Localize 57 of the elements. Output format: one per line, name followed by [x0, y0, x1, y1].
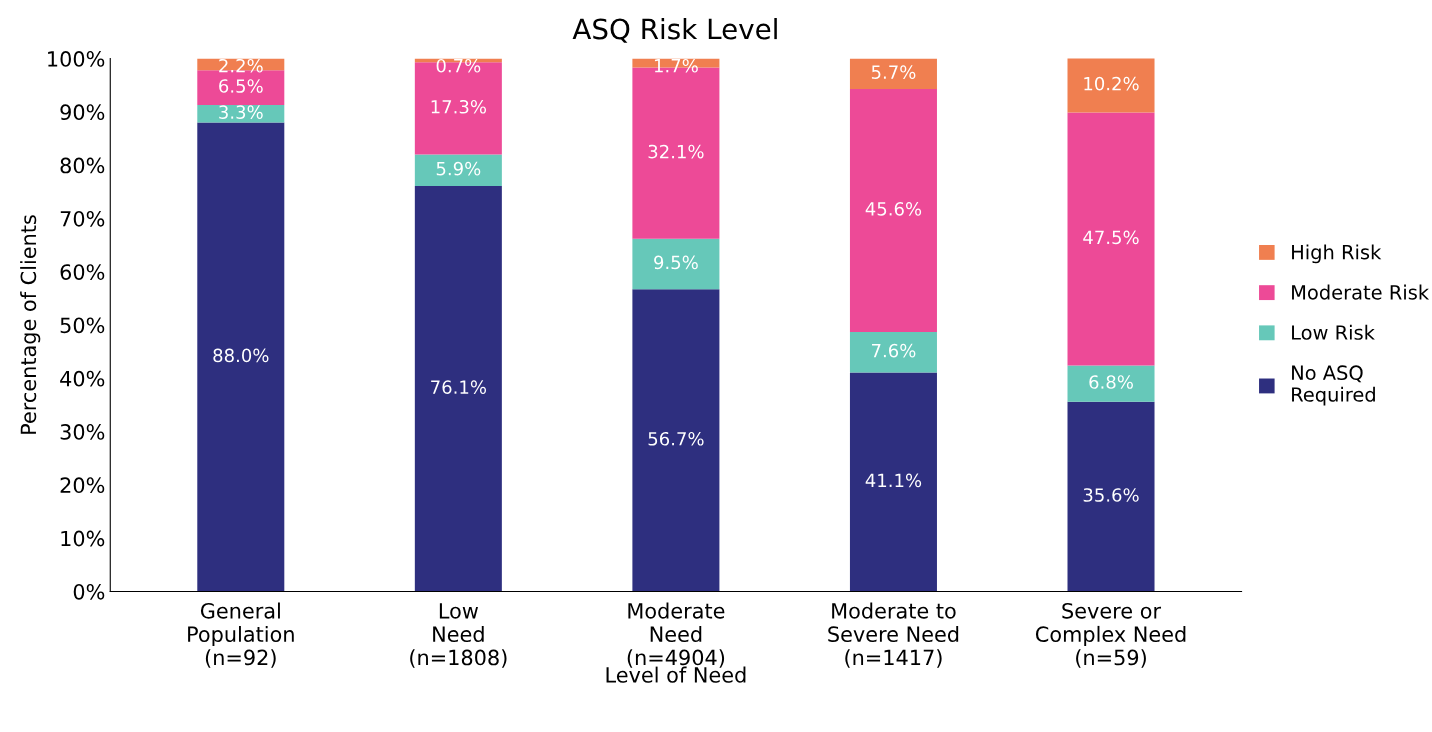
- y-tick-label: 60%: [60, 264, 105, 280]
- bar: [414, 185, 502, 592]
- data-label: 5.9%: [436, 161, 481, 176]
- data-label: 56.7%: [648, 431, 704, 446]
- bar: [197, 122, 285, 592]
- y-tick-label: 20%: [60, 477, 105, 494]
- chart-title: ASQ Risk Level: [572, 18, 777, 43]
- y-tick-label: 40%: [60, 370, 105, 387]
- bar: [849, 331, 937, 373]
- data-label: 0.7%: [436, 58, 481, 73]
- y-tick-label: 50%: [60, 317, 105, 334]
- legend-label: High Risk: [1292, 244, 1382, 264]
- bar: [849, 372, 937, 592]
- y-tick-label: 10%: [61, 530, 105, 547]
- bar: [1067, 365, 1155, 402]
- bar: [197, 104, 285, 123]
- bar: [849, 88, 937, 332]
- x-axis-title: Level of Need: [606, 666, 746, 683]
- bar: [632, 238, 720, 290]
- data-label: 7.6%: [872, 343, 916, 358]
- data-label: 10.2%: [1084, 76, 1139, 91]
- bar: [632, 289, 720, 592]
- data-label: 32.1%: [648, 144, 704, 159]
- y-tick-label: 30%: [60, 424, 105, 440]
- y-axis-title: Percentage of Clients: [20, 215, 41, 434]
- data-label: 3.3%: [219, 105, 263, 119]
- legend-label: No ASQ Required: [1292, 365, 1375, 406]
- data-label: 2.2%: [219, 58, 263, 73]
- x-tick-label: Low Need (n=1808): [410, 603, 507, 668]
- data-label: 17.3%: [431, 99, 487, 114]
- y-tick-label: 90%: [60, 104, 105, 121]
- bar: [849, 58, 937, 89]
- data-label: 45.6%: [865, 202, 922, 216]
- y-tick-label: 0%: [73, 583, 105, 600]
- x-tick-label: General Population (n=92): [188, 602, 294, 668]
- data-label: 6.5%: [219, 79, 263, 93]
- data-label: 9.5%: [654, 255, 698, 270]
- bar: [1067, 401, 1155, 592]
- x-tick-label: Severe or Complex Need (n=59): [1035, 602, 1186, 668]
- data-label: 1.7%: [654, 58, 698, 73]
- data-label: 5.7%: [871, 65, 916, 79]
- legend-label: Low Risk: [1292, 324, 1375, 340]
- data-label: 47.5%: [1083, 230, 1139, 245]
- bar: [1067, 58, 1155, 113]
- data-label: 76.1%: [431, 380, 487, 394]
- x-tick-label: Moderate Need (n=4904): [627, 602, 725, 668]
- x-tick-label: Moderate to Severe Need (n=1417): [828, 602, 959, 668]
- bar: [414, 154, 502, 186]
- data-label: 6.8%: [1089, 375, 1133, 389]
- data-label: 88.0%: [213, 348, 269, 363]
- y-tick-label: 70%: [60, 210, 105, 227]
- data-label: 41.1%: [865, 473, 922, 488]
- y-tick-label: 100%: [48, 51, 105, 67]
- y-tick-label: 80%: [60, 157, 105, 174]
- bar: [1067, 112, 1155, 366]
- legend-label: Moderate Risk: [1292, 284, 1430, 300]
- data-label: 35.6%: [1083, 488, 1139, 502]
